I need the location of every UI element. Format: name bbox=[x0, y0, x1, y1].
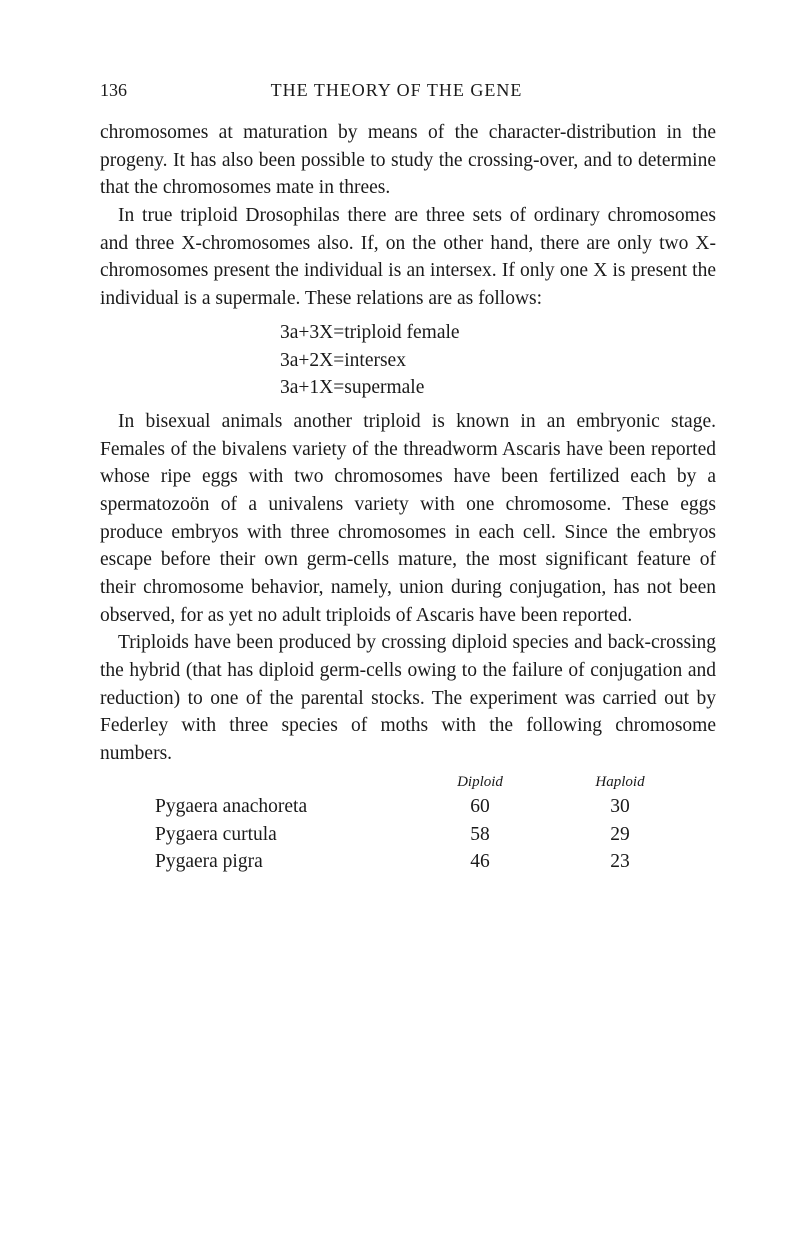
paragraph-4: Triploids have been produced by crossing… bbox=[100, 629, 716, 767]
col-species-header bbox=[100, 772, 410, 793]
formula-line-3: 3a+1X=supermale bbox=[280, 374, 716, 402]
diploid-cell: 58 bbox=[410, 821, 550, 849]
formula-line-2: 3a+2X=intersex bbox=[280, 347, 716, 375]
formula-block: 3a+3X=triploid female 3a+2X=intersex 3a+… bbox=[280, 319, 716, 402]
haploid-cell: 30 bbox=[550, 793, 690, 821]
formula-line-1: 3a+3X=triploid female bbox=[280, 319, 716, 347]
table-row: Pygaera curtula 58 29 bbox=[100, 821, 716, 849]
species-cell: Pygaera curtula bbox=[100, 821, 410, 849]
paragraph-3: In bisexual animals another triploid is … bbox=[100, 408, 716, 630]
chromosome-table: Diploid Haploid Pygaera anachoreta 60 30… bbox=[100, 772, 716, 876]
species-cell: Pygaera anachoreta bbox=[100, 793, 410, 821]
haploid-cell: 29 bbox=[550, 821, 690, 849]
diploid-cell: 46 bbox=[410, 848, 550, 876]
table-row: Pygaera pigra 46 23 bbox=[100, 848, 716, 876]
diploid-cell: 60 bbox=[410, 793, 550, 821]
col-diploid-header: Diploid bbox=[410, 772, 550, 793]
chapter-title: THE THEORY OF THE GENE bbox=[77, 80, 716, 101]
haploid-cell: 23 bbox=[550, 848, 690, 876]
table-row: Pygaera anachoreta 60 30 bbox=[100, 793, 716, 821]
species-cell: Pygaera pigra bbox=[100, 848, 410, 876]
table-header-row: Diploid Haploid bbox=[100, 772, 716, 793]
col-haploid-header: Haploid bbox=[550, 772, 690, 793]
paragraph-2: In true triploid Drosophilas there are t… bbox=[100, 202, 716, 313]
paragraph-1: chromosomes at maturation by means of th… bbox=[100, 119, 716, 202]
page-header: 136 THE THEORY OF THE GENE bbox=[100, 80, 716, 101]
